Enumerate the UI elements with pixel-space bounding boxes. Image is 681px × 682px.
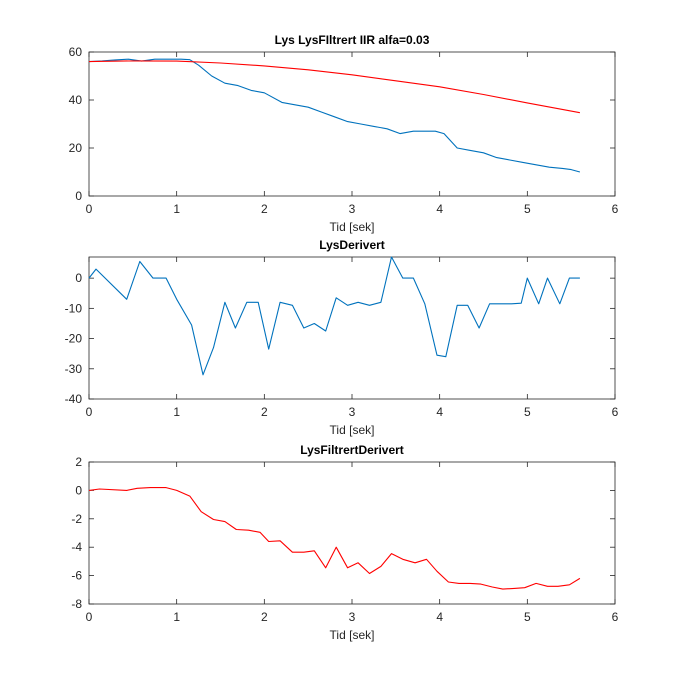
plot-area xyxy=(88,51,616,197)
y-tick-label: -2 xyxy=(71,512,82,526)
x-axis-label: Tid [sek] xyxy=(330,220,375,234)
x-tick-label: 6 xyxy=(612,405,619,419)
y-tick-label: 60 xyxy=(69,45,83,59)
series-line-red xyxy=(88,60,581,114)
x-tick-label: 1 xyxy=(173,610,180,624)
plot-area xyxy=(88,256,616,400)
x-axis-label: Tid [sek] xyxy=(330,628,375,642)
y-tick-label: -4 xyxy=(71,540,82,554)
chart-3: 0 1 2 3 4 5 6 -8 -6 -4 -2 0 2 LysFiltrertDerivert Tid … xyxy=(71,443,618,642)
y-tick-label: 0 xyxy=(75,189,82,203)
y-tick-label: 20 xyxy=(69,141,83,155)
x-tick-label: 3 xyxy=(349,405,356,419)
chart-2: 0 1 2 3 4 5 6 -40 -30 -20 -10 0 LysDerivert Tid [sek] xyxy=(65,238,619,437)
x-tick-label: 5 xyxy=(524,610,531,624)
x-tick-label: 3 xyxy=(349,610,356,624)
chart-title: LysDerivert xyxy=(319,238,385,252)
y-tick-label: 2 xyxy=(75,455,82,469)
y-tick-label: 40 xyxy=(69,93,83,107)
x-tick-label: 4 xyxy=(436,610,443,624)
x-tick-label: 6 xyxy=(612,202,619,216)
x-tick-label: 1 xyxy=(173,405,180,419)
x-tick-label: 3 xyxy=(349,202,356,216)
x-tick-label: 1 xyxy=(173,202,180,216)
x-tick-label: 4 xyxy=(436,405,443,419)
x-tick-label: 6 xyxy=(612,610,619,624)
x-tick-label: 5 xyxy=(524,405,531,419)
x-tick-label: 0 xyxy=(86,405,93,419)
y-tick-label: -40 xyxy=(65,392,83,406)
y-tick-label: -8 xyxy=(71,597,82,611)
x-tick-label: 4 xyxy=(436,202,443,216)
series-line-red xyxy=(88,487,581,590)
y-tick-label: -30 xyxy=(65,362,83,376)
x-tick-label: 0 xyxy=(86,610,93,624)
chart-title: Lys LysFIltrert IIR alfa=0.03 xyxy=(275,33,430,47)
x-axis-label: Tid [sek] xyxy=(330,423,375,437)
y-tick-label: 0 xyxy=(75,483,82,497)
y-tick-label: 0 xyxy=(75,271,82,285)
chart-title: LysFiltrertDerivert xyxy=(300,443,404,457)
series-line-blue xyxy=(88,58,581,173)
plot-area xyxy=(88,461,616,605)
x-tick-label: 0 xyxy=(86,202,93,216)
x-tick-label: 2 xyxy=(261,202,268,216)
x-tick-label: 5 xyxy=(524,202,531,216)
y-tick-label: -10 xyxy=(65,301,83,315)
y-tick-label: -6 xyxy=(71,569,82,583)
series-line-blue xyxy=(88,256,580,376)
x-tick-label: 2 xyxy=(261,405,268,419)
y-tick-label: -20 xyxy=(65,332,83,346)
x-tick-label: 2 xyxy=(261,610,268,624)
